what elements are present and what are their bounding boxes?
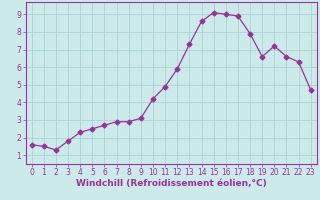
X-axis label: Windchill (Refroidissement éolien,°C): Windchill (Refroidissement éolien,°C) <box>76 179 267 188</box>
